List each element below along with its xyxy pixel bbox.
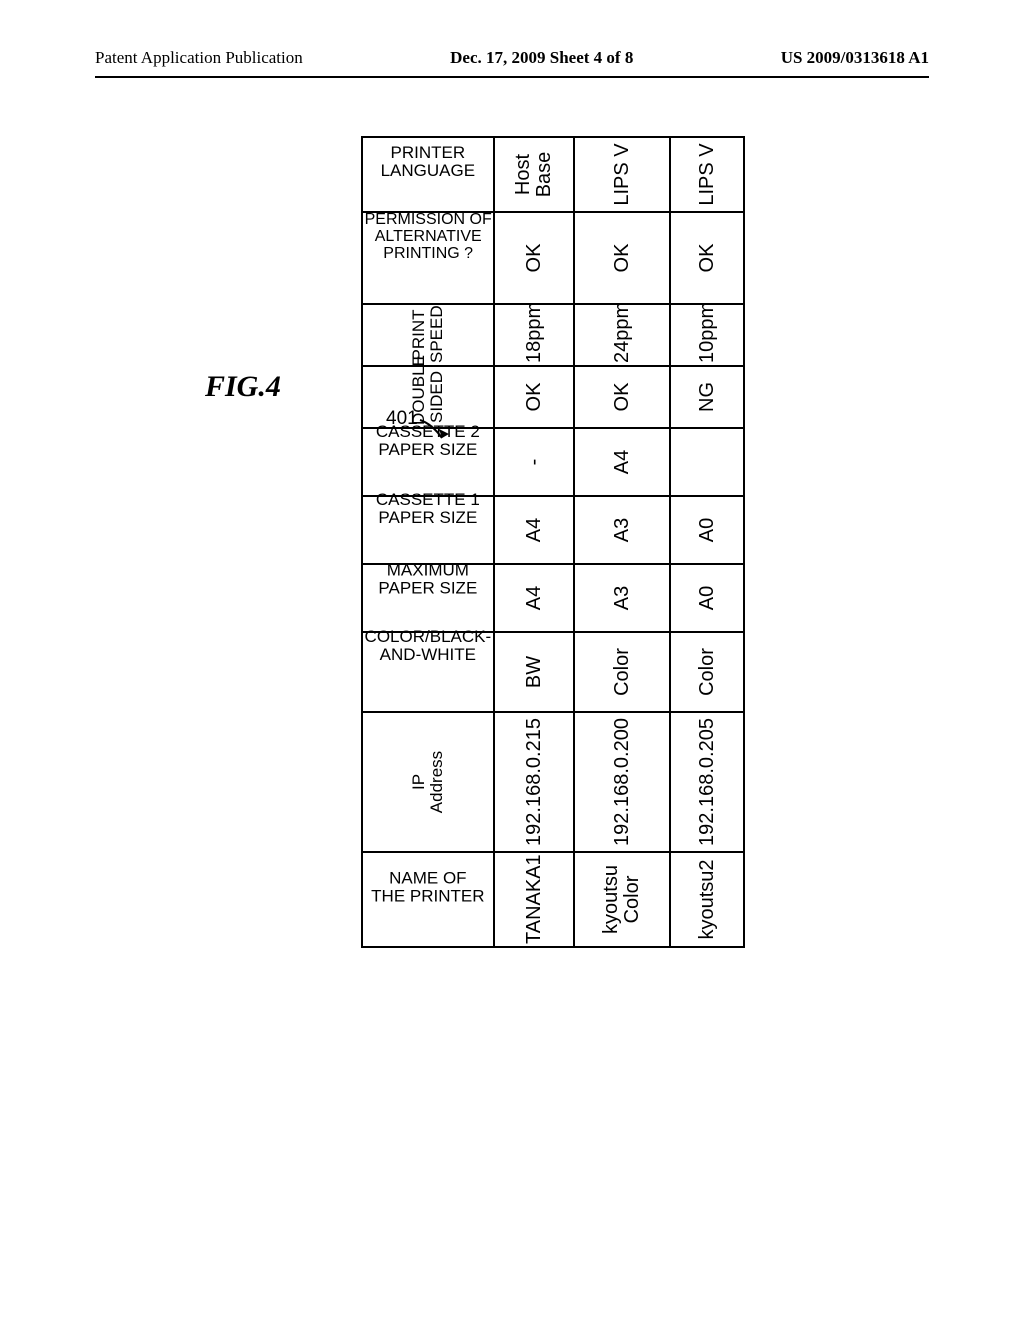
column-header-color: COLOR/BLACK-AND-WHITE [362, 632, 494, 712]
cell-name: kyoutsu2 [670, 852, 744, 947]
table-header-row: NAME OFTHE PRINTERIPAddressCOLOR/BLACK-A… [362, 137, 494, 947]
cell-ip: 192.168.0.200 [574, 712, 670, 852]
cell-color: Color [670, 632, 744, 712]
cell-lang: HostBase [494, 137, 574, 212]
header-left: Patent Application Publication [95, 48, 303, 68]
header-center: Dec. 17, 2009 Sheet 4 of 8 [450, 48, 633, 68]
column-header-maxsize: MAXIMUMPAPER SIZE [362, 564, 494, 632]
cell-lang: LIPS V [574, 137, 670, 212]
cell-speed: 18ppm [494, 304, 574, 366]
cell-speed: 10ppm [670, 304, 744, 366]
table-row: kyoutsuColor192.168.0.200ColorA3A3A4OK24… [574, 137, 670, 947]
cell-maxsize: A0 [670, 564, 744, 632]
header-rule [95, 76, 929, 78]
cell-cas2: A4 [574, 428, 670, 496]
printer-table-container: NAME OFTHE PRINTERIPAddressCOLOR/BLACK-A… [361, 138, 745, 948]
page-header: Patent Application Publication Dec. 17, … [0, 48, 1024, 68]
cell-duplex: OK [574, 366, 670, 428]
table-row: kyoutsu2192.168.0.205ColorA0A0NG10ppmOKL… [670, 137, 744, 947]
cell-ip: 192.168.0.215 [494, 712, 574, 852]
cell-cas2 [670, 428, 744, 496]
column-header-cas1: CASSETTE 1PAPER SIZE [362, 496, 494, 564]
figure-label: FIG.4 [205, 370, 281, 404]
table-row: TANAKA1192.168.0.215BWA4A4-OK18ppmOKHost… [494, 137, 574, 947]
cell-color: Color [574, 632, 670, 712]
column-header-duplex: DOUBLESIDED [362, 366, 494, 428]
cell-cas1: A4 [494, 496, 574, 564]
cell-duplex: OK [494, 366, 574, 428]
cell-maxsize: A4 [494, 564, 574, 632]
cell-maxsize: A3 [574, 564, 670, 632]
header-right: US 2009/0313618 A1 [781, 48, 929, 68]
cell-duplex: NG [670, 366, 744, 428]
cell-speed: 24ppm [574, 304, 670, 366]
column-header-name: NAME OFTHE PRINTER [362, 852, 494, 947]
cell-cas1: A0 [670, 496, 744, 564]
cell-alt: OK [574, 212, 670, 304]
column-header-alt: PERMISSION OFALTERNATIVEPRINTING ? [362, 212, 494, 304]
cell-name: TANAKA1 [494, 852, 574, 947]
cell-name: kyoutsuColor [574, 852, 670, 947]
printer-table: NAME OFTHE PRINTERIPAddressCOLOR/BLACK-A… [361, 136, 745, 948]
cell-cas2: - [494, 428, 574, 496]
cell-alt: OK [494, 212, 574, 304]
column-header-speed: PRINTSPEED [362, 304, 494, 366]
column-header-cas2: CASSETTE 2PAPER SIZE [362, 428, 494, 496]
cell-cas1: A3 [574, 496, 670, 564]
cell-ip: 192.168.0.205 [670, 712, 744, 852]
column-header-ip: IPAddress [362, 712, 494, 852]
cell-alt: OK [670, 212, 744, 304]
cell-color: BW [494, 632, 574, 712]
column-header-lang: PRINTERLANGUAGE [362, 137, 494, 212]
cell-lang: LIPS V [670, 137, 744, 212]
